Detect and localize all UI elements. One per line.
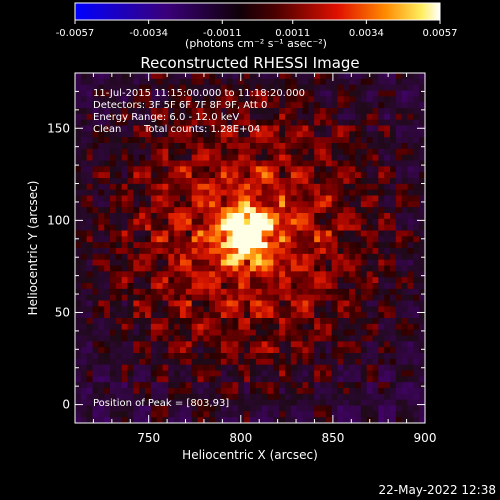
colorbar-tick-label: 0.0011 bbox=[275, 28, 310, 39]
x-axis-ticks: 750 800 850 900 bbox=[74, 73, 437, 445]
plot-frame bbox=[74, 72, 426, 424]
x-tick-label: 750 bbox=[137, 431, 160, 445]
colorbar-tick-label: -0.0034 bbox=[129, 28, 168, 39]
y-tick-label: 50 bbox=[55, 305, 70, 319]
x-tick-label: 900 bbox=[414, 431, 437, 445]
annotation-time: 11-Jul-2015 11:15:00.000 to 11:18:20.000 bbox=[93, 88, 305, 99]
x-tick-label: 800 bbox=[229, 431, 252, 445]
annotation-counts: Total counts: 1.28E+04 bbox=[143, 124, 260, 135]
x-tick-label: 850 bbox=[321, 431, 344, 445]
colorbar-tick-label: 0.0057 bbox=[423, 28, 458, 39]
colorbar bbox=[74, 2, 441, 21]
y-tick-label: 150 bbox=[47, 121, 70, 135]
chart-title: Reconstructed RHESSI Image bbox=[140, 54, 359, 72]
y-tick-label: 100 bbox=[47, 213, 70, 227]
y-tick-label: 0 bbox=[62, 398, 70, 412]
colorbar-tick-label: -0.0057 bbox=[56, 28, 95, 39]
colorbar-tick-label: 0.0034 bbox=[349, 28, 384, 39]
colorbar-ticks: -0.0057 -0.0034 -0.0011 0.0011 0.0034 0.0057 bbox=[56, 20, 458, 39]
annotation-peak-position: Position of Peak = [803,93] bbox=[93, 398, 229, 409]
annotation-method: Clean bbox=[93, 124, 121, 135]
heatmap-image bbox=[75, 73, 425, 423]
y-axis-label: Heliocentric Y (arcsec) bbox=[26, 181, 40, 316]
colorbar-tick-label: -0.0011 bbox=[203, 28, 242, 39]
footer-timestamp: 22-May-2022 12:38 bbox=[379, 483, 496, 497]
x-axis-label: Heliocentric X (arcsec) bbox=[182, 448, 318, 462]
colorbar-unit-label: (photons cm⁻² s⁻¹ asec⁻²) bbox=[185, 37, 327, 50]
annotation-energy: Energy Range: 6.0 - 12.0 keV bbox=[93, 112, 239, 123]
y-axis-ticks: 0 50 100 150 bbox=[47, 72, 425, 424]
annotation-detectors: Detectors: 3F 5F 6F 7F 8F 9F, Att 0 bbox=[93, 100, 267, 111]
